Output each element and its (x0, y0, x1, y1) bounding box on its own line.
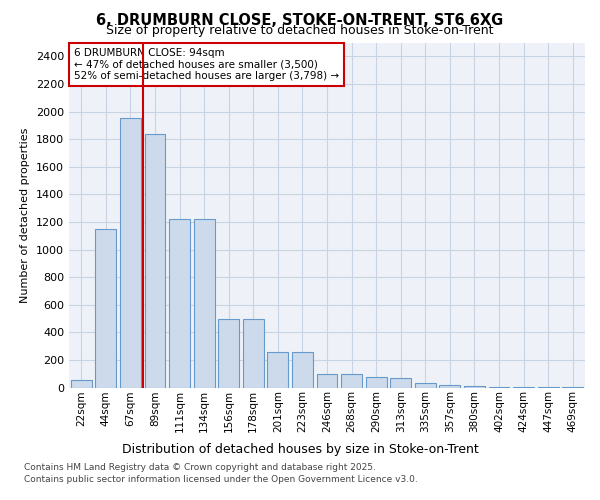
Bar (415, 384, 436, 388)
Bar (341, 374, 362, 388)
Text: Distribution of detached houses by size in Stoke-on-Trent: Distribution of detached houses by size … (122, 442, 478, 456)
Bar (292, 352, 313, 388)
Bar (194, 219, 215, 388)
Bar (218, 318, 239, 388)
Y-axis label: Number of detached properties: Number of detached properties (20, 128, 31, 302)
Text: Contains HM Land Registry data © Crown copyright and database right 2025.: Contains HM Land Registry data © Crown c… (24, 463, 376, 472)
Bar (145, 134, 166, 388)
Text: 6 DRUMBURN CLOSE: 94sqm
← 47% of detached houses are smaller (3,500)
52% of semi: 6 DRUMBURN CLOSE: 94sqm ← 47% of detache… (74, 48, 339, 81)
Bar (390, 378, 411, 388)
Bar (365, 377, 386, 388)
Bar (439, 386, 460, 388)
Bar (317, 374, 337, 388)
Text: Size of property relative to detached houses in Stoke-on-Trent: Size of property relative to detached ho… (106, 24, 494, 37)
Text: 6, DRUMBURN CLOSE, STOKE-ON-TRENT, ST6 6XG: 6, DRUMBURN CLOSE, STOKE-ON-TRENT, ST6 6… (97, 13, 503, 28)
Bar (268, 352, 289, 388)
Bar (120, 118, 141, 388)
Bar (71, 380, 92, 388)
Bar (464, 386, 485, 388)
Bar (95, 229, 116, 388)
Bar (488, 387, 509, 388)
Bar (243, 318, 264, 388)
Bar (169, 219, 190, 388)
Text: Contains public sector information licensed under the Open Government Licence v3: Contains public sector information licen… (24, 474, 418, 484)
